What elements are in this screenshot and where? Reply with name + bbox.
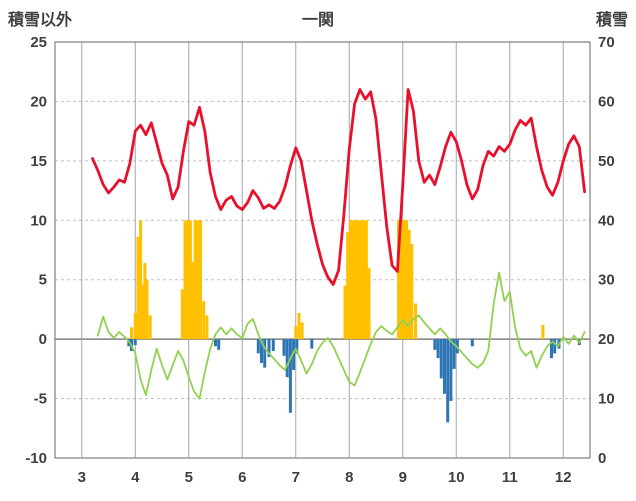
orange-bars-bar bbox=[180, 289, 184, 340]
left-axis-tick-label: 25 bbox=[30, 34, 47, 51]
orange-bars-bar bbox=[354, 220, 358, 340]
x-axis-tick-label: 3 bbox=[78, 469, 86, 486]
x-axis-tick-label: 4 bbox=[131, 469, 140, 486]
orange-bars-bar bbox=[199, 220, 203, 340]
orange-bars-bar bbox=[186, 220, 190, 340]
blue-bars-bar bbox=[271, 339, 275, 352]
left-axis-tick-label: -5 bbox=[34, 391, 47, 408]
right-axis-tick-label: 20 bbox=[598, 331, 615, 348]
orange-bars-bar bbox=[404, 220, 408, 340]
right-axis-tick-label: 60 bbox=[598, 93, 615, 110]
blue-bars-bar bbox=[260, 339, 264, 363]
blue-bars-bar bbox=[133, 339, 137, 346]
orange-bars-bar bbox=[294, 326, 298, 340]
right-axis-tick-label: 10 bbox=[598, 391, 615, 408]
orange-bars-bar bbox=[300, 322, 304, 340]
orange-bars-bar bbox=[541, 324, 545, 340]
orange-bars-bar bbox=[133, 312, 137, 340]
blue-bars-bar bbox=[433, 339, 437, 350]
blue-bars-bar bbox=[214, 339, 217, 347]
right-axis-tick-label: 0 bbox=[598, 450, 606, 467]
right-axis-tick-label: 40 bbox=[598, 212, 615, 229]
blue-bars-bar bbox=[449, 339, 453, 401]
orange-bars-bar bbox=[183, 220, 187, 340]
blue-bars-bar bbox=[549, 339, 553, 359]
x-axis-tick-label: 6 bbox=[238, 469, 246, 486]
blue-bars-bar bbox=[292, 339, 296, 371]
orange-bars-bar bbox=[364, 220, 368, 340]
left-axis-tick-label: 20 bbox=[30, 93, 47, 110]
blue-bars-bar bbox=[439, 339, 443, 379]
left-axis-tick-label: 15 bbox=[30, 153, 47, 170]
orange-bars-bar bbox=[362, 220, 366, 340]
orange-bars-bar bbox=[351, 220, 355, 340]
right-axis-title: 積雪 bbox=[595, 12, 628, 29]
blue-bars-bar bbox=[282, 339, 286, 356]
right-axis-tick-label: 30 bbox=[598, 272, 615, 289]
orange-bars-bar bbox=[196, 220, 200, 340]
orange-bars-bar bbox=[410, 244, 414, 340]
orange-bars-bar bbox=[402, 220, 406, 340]
orange-bars-bar bbox=[367, 267, 371, 340]
orange-bars-bar bbox=[346, 232, 350, 340]
plot-frame bbox=[54, 41, 591, 459]
blue-bars-bar bbox=[267, 339, 271, 357]
orange-bars-bar bbox=[343, 285, 347, 340]
red-line-series bbox=[91, 88, 586, 286]
blue-bars-bar bbox=[288, 339, 292, 413]
blue-bars-bar bbox=[295, 339, 299, 354]
orange-bars-bar bbox=[396, 220, 400, 340]
blue-bars-bar bbox=[436, 339, 440, 359]
left-axis-tick-label: -10 bbox=[25, 450, 47, 467]
orange-bars-bar bbox=[136, 236, 140, 340]
orange-bars-bar bbox=[297, 312, 301, 340]
orange-bars-bar bbox=[414, 303, 418, 340]
blue-bars-bar bbox=[310, 339, 314, 349]
blue-bars-bar bbox=[470, 339, 474, 347]
left-axis-tick-label: 10 bbox=[30, 212, 47, 229]
x-axis-tick-label: 12 bbox=[555, 469, 572, 486]
left-axis-title: 積雪以外 bbox=[8, 12, 73, 29]
blue-bars-bar bbox=[217, 339, 221, 350]
x-axis-tick-label: 9 bbox=[399, 469, 407, 486]
right-axis-tick-label: 70 bbox=[598, 34, 615, 51]
x-axis-tick-label: 7 bbox=[292, 469, 300, 486]
orange-bars-bar bbox=[399, 220, 403, 340]
blue-bars-bar bbox=[446, 339, 450, 423]
x-axis-tick-label: 8 bbox=[345, 469, 353, 486]
orange-bars-bar bbox=[139, 220, 143, 340]
blue-bars-bar bbox=[256, 339, 260, 354]
orange-bars-bar bbox=[191, 261, 195, 340]
left-axis-tick-label: 5 bbox=[39, 272, 47, 289]
chart-title: 一関 bbox=[301, 12, 334, 29]
orange-bars-bar bbox=[359, 220, 363, 340]
orange-bars-bar bbox=[143, 263, 147, 340]
orange-bars-bar bbox=[205, 315, 209, 340]
orange-bars-bar bbox=[356, 220, 360, 340]
blue-bars-bar bbox=[263, 339, 267, 368]
orange-bars-bar bbox=[407, 229, 411, 340]
left-axis-tick-label: 0 bbox=[39, 331, 47, 348]
right-axis-tick-label: 50 bbox=[598, 153, 615, 170]
orange-bars-bar bbox=[141, 284, 145, 340]
orange-bars-bar bbox=[145, 279, 149, 340]
orange-bars-bar bbox=[193, 220, 197, 340]
blue-bars-bar bbox=[452, 339, 456, 369]
green-line-series bbox=[96, 271, 586, 400]
x-axis-tick-label: 10 bbox=[448, 469, 465, 486]
blue-bars-bar bbox=[285, 339, 289, 378]
x-axis-tick-label: 11 bbox=[502, 469, 518, 486]
orange-bars-bar bbox=[348, 220, 352, 340]
blue-bars-bar bbox=[553, 339, 557, 354]
blue-bars-bar bbox=[442, 339, 446, 394]
orange-bars-bar bbox=[148, 315, 152, 340]
x-axis-tick-label: 5 bbox=[185, 469, 193, 486]
orange-bars-bar bbox=[130, 327, 134, 340]
orange-bars-bar bbox=[188, 220, 192, 340]
orange-bars-bar bbox=[202, 301, 206, 340]
